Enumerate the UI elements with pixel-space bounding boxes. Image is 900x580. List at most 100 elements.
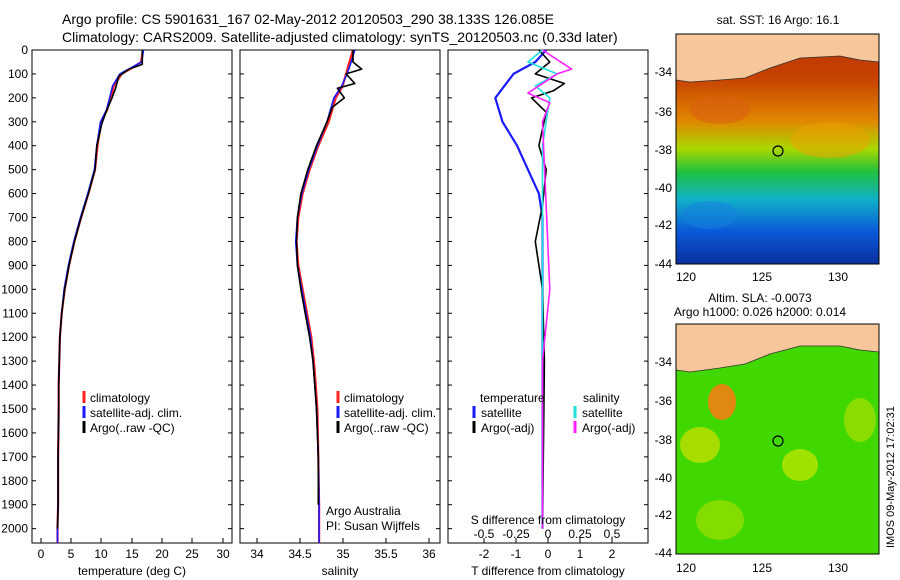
temp-xticks: 0 5 10 15 20 25 30: [38, 538, 230, 561]
depth-tick-label: 800: [8, 234, 28, 248]
sal-xtick: 35.5: [374, 547, 398, 561]
diff-legend-sal-head: salinity: [583, 391, 620, 405]
depth-tick-label: 400: [8, 139, 28, 153]
sal-legend: climatology satellite-adj. clim. Argo(..…: [336, 391, 436, 435]
temp-profile-lines: [56, 49, 145, 543]
s-diff-label: S difference from climatology: [471, 513, 626, 527]
diff-panel-frame: [447, 49, 649, 544]
map2-ytick: -36: [655, 394, 673, 408]
sla-map-coastline: [676, 345, 879, 373]
map2-title-line1: Altim. SLA: -0.0073: [708, 291, 812, 305]
map1-xtick: 120: [676, 270, 696, 284]
depth-tick-label: 1900: [1, 498, 28, 512]
map1-ytick: -36: [655, 105, 673, 119]
map2-xticks: 120 125 130: [676, 561, 848, 575]
temp-xlabel: temperature (deg C): [78, 564, 186, 578]
map1-xticks: 120 125 130: [676, 270, 848, 284]
depth-tick-label: 2000: [1, 522, 28, 536]
depth-tick-label: 1400: [1, 378, 28, 392]
depth-tick-label: 1600: [1, 426, 28, 440]
map2-ytick: -42: [655, 508, 673, 522]
sla-map-land: [676, 324, 879, 372]
diff-legend-t-argo: Argo(-adj): [481, 421, 534, 435]
sal-xlabel: salinity: [322, 564, 359, 578]
sst-map-frame: [675, 33, 880, 265]
depth-tick-label: 300: [8, 115, 28, 129]
depth-tick-label: 500: [8, 163, 28, 177]
diff-xlabel: T difference from climatology: [471, 564, 625, 578]
temp-panel-frame: [31, 49, 233, 544]
sal-legend-satellite: satellite-adj. clim.: [344, 406, 436, 420]
temp-xtick: 15: [125, 547, 139, 561]
map1-ytick: -40: [655, 181, 673, 195]
sst-map-argo-marker: [772, 145, 784, 157]
temp-legend: climatology satellite-adj. clim. Argo(..…: [82, 391, 182, 435]
sst-map: [676, 34, 879, 264]
sal-xtick: 36: [422, 547, 436, 561]
depth-tick-label: 900: [8, 258, 28, 272]
depth-tick-label: 1500: [1, 402, 28, 416]
temp-xtick: 10: [94, 547, 108, 561]
map2-ytick: -38: [655, 433, 673, 447]
map1-yticks: -34 -36 -38 -40 -42 -44: [655, 65, 673, 271]
header-line1: Argo profile: CS 5901631_167 02-May-2012…: [62, 11, 554, 27]
diff-xticks: -2 -1 0 1 2 -0.5 -0.25 0 0.25 0.5: [474, 527, 621, 561]
diff-legend-t-satellite: satellite: [481, 406, 522, 420]
depth-axis-labels: 0 100 200 300 400 500 600 700 800 900 1000 1100 1200…: [1, 43, 28, 536]
diff-series-3: [527, 49, 573, 529]
sla-map: [676, 324, 879, 554]
s-diff-tick: 0.25: [568, 527, 592, 541]
s-diff-tick: -0.5: [474, 527, 495, 541]
sla-map-argo-marker: [772, 435, 784, 447]
header-line2: Climatology: CARS2009. Satellite-adjuste…: [62, 29, 618, 45]
t-diff-tick: -1: [511, 547, 522, 561]
diff-legend-s-satellite: satellite: [582, 406, 623, 420]
map2-ytick: -34: [655, 355, 673, 369]
diff-series-0: [494, 49, 548, 529]
sal-panel-frame: [239, 49, 441, 544]
map1-ytick: -42: [655, 218, 673, 232]
map2-xtick: 130: [828, 561, 848, 575]
map1-ytick: -44: [655, 257, 673, 271]
temp-legend-satellite: satellite-adj. clim.: [90, 406, 182, 420]
depth-tick-label: 1300: [1, 354, 28, 368]
sla-map-frame: [675, 323, 880, 555]
map2-xtick: 125: [752, 561, 772, 575]
sal-xticks: 34 34.5 35 35.5 36: [250, 538, 436, 561]
sst-map-land: [676, 34, 879, 82]
t-diff-tick: 2: [609, 547, 616, 561]
depth-tick-label: 200: [8, 91, 28, 105]
sal-legend-argo: Argo(..raw -QC): [344, 421, 429, 435]
map1-ytick: -34: [655, 65, 673, 79]
t-diff-tick: -2: [479, 547, 490, 561]
diff-legend-temp-head: temperature: [480, 391, 545, 405]
sal-legend-climatology: climatology: [344, 391, 404, 405]
temp-series-1: [56, 49, 145, 543]
temp-legend-argo: Argo(..raw -QC): [90, 421, 175, 435]
map2-xtick: 120: [676, 561, 696, 575]
diff-series-2: [527, 49, 558, 529]
sal-xtick: 34: [250, 547, 264, 561]
imos-timestamp: IMOS 09-May-2012 17:02:31: [885, 406, 897, 548]
diff-legend: temperature salinity satellite Argo(-adj…: [472, 391, 635, 435]
t-diff-tick: 1: [577, 547, 584, 561]
temp-xtick: 30: [216, 547, 230, 561]
sal-profile-lines: [294, 49, 363, 543]
depth-tick-label: 1000: [1, 282, 28, 296]
sal-xtick: 34.5: [288, 547, 312, 561]
depth-tick-label: 1800: [1, 474, 28, 488]
temp-series-2: [56, 50, 144, 529]
map1-title: sat. SST: 16 Argo: 16.1: [717, 13, 840, 27]
sst-map-coastline: [676, 55, 879, 83]
depth-tick-label: 1700: [1, 450, 28, 464]
temp-legend-climatology: climatology: [90, 391, 150, 405]
diff-legend-s-argo: Argo(-adj): [582, 421, 635, 435]
sal-series-0: [295, 49, 355, 543]
temp-xtick: 0: [38, 547, 45, 561]
temp-xtick: 25: [185, 547, 199, 561]
depth-tick-label: 100: [8, 67, 28, 81]
s-diff-tick: 0.5: [604, 527, 621, 541]
argo-australia-note: Argo Australia: [326, 504, 401, 518]
s-diff-tick: -0.25: [502, 527, 530, 541]
